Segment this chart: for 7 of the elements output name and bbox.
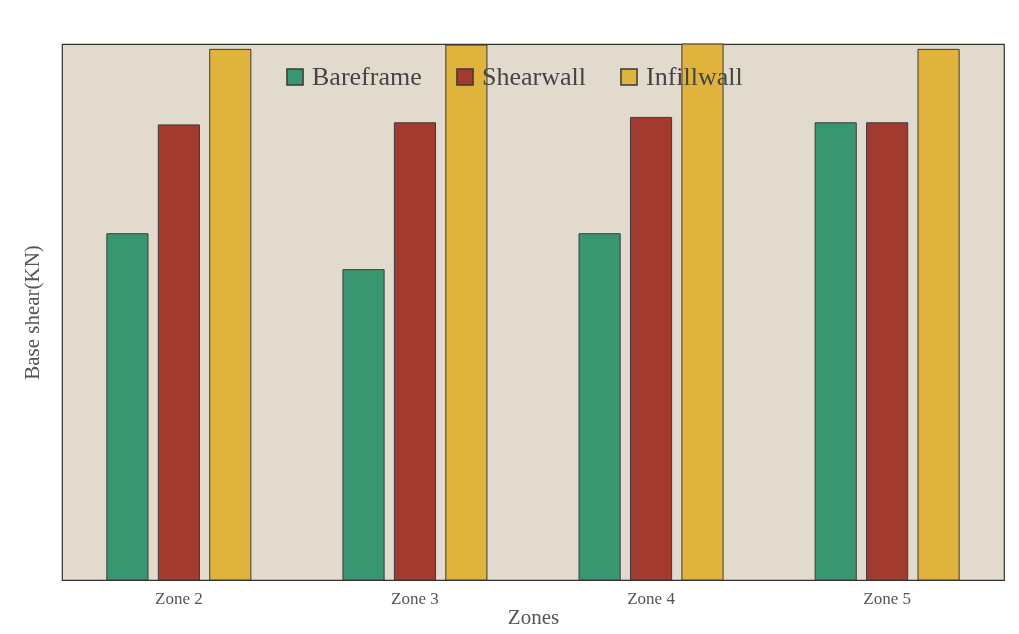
y-axis-title: Base shear(KN) xyxy=(19,245,44,380)
x-tick-label: Zone 2 xyxy=(155,588,203,608)
x-axis-title: Zones xyxy=(507,604,560,629)
x-tick-label: Zone 5 xyxy=(863,588,911,608)
x-tick-label: Zone 3 xyxy=(391,588,439,608)
legend-label: Bareframe xyxy=(312,62,422,91)
x-tick-label: Zone 4 xyxy=(627,588,676,608)
